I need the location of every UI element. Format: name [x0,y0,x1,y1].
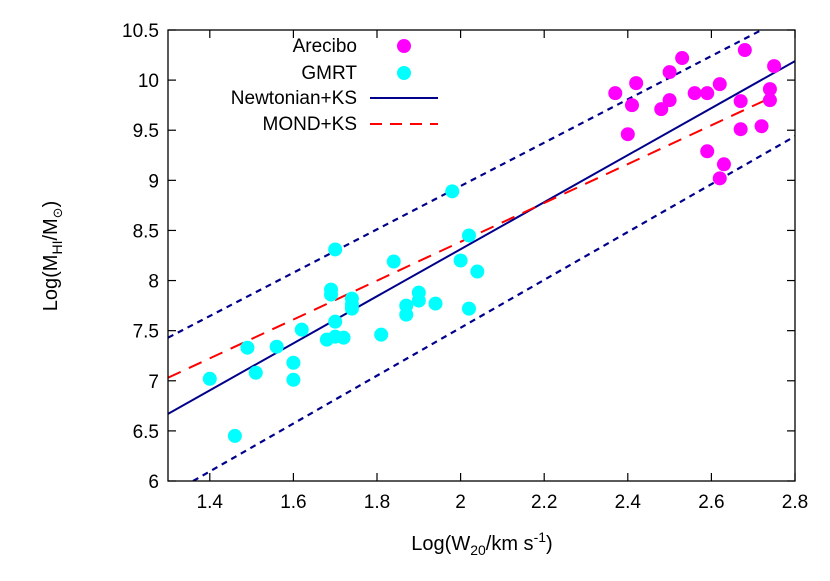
data-point-arecibo [687,86,702,101]
y-tick-label: 8 [148,272,159,293]
x-tick-label: 2 [455,492,466,513]
legend-label-mond: MOND+KS [263,114,358,135]
y-tick-label: 9.5 [133,121,159,142]
y-tick-label: 10 [138,71,159,92]
data-point-arecibo [654,102,669,117]
data-point-arecibo [712,171,727,186]
data-point-gmrt [344,297,359,312]
legend-label-arecibo: Arecibo [293,36,357,57]
data-point-gmrt [399,298,414,313]
data-point-gmrt [328,314,343,329]
data-point-arecibo [700,86,715,101]
x-tick-label: 2.6 [698,492,724,513]
data-point-gmrt [286,372,301,387]
x-axis-title-sup: -1 [534,529,547,545]
data-point-gmrt [428,296,443,311]
x-axis-title-prefix: Log(W [411,533,470,555]
y-tick-label: 6 [148,472,159,493]
y-axis-title-prefix: Log(M [40,255,62,312]
x-tick-label: 1.8 [364,492,390,513]
data-point-arecibo [662,65,677,80]
data-point-arecibo [716,157,731,172]
y-tick-label: 8.5 [133,221,159,242]
data-point-gmrt [227,428,242,443]
data-point-gmrt [248,365,263,380]
data-point-arecibo [737,43,752,58]
legend-label-gmrt: GMRT [301,63,357,84]
legend-label-newtonian: Newtonian+KS [231,88,357,109]
data-point-gmrt [374,327,389,342]
plot-frame [167,29,796,482]
scatter-band-line [168,30,763,339]
y-tick-label: 10.5 [122,21,159,42]
y-axis-title-suffix: ) [40,201,62,208]
x-tick-label: 2.4 [615,492,642,513]
data-point-gmrt [286,355,301,370]
data-point-arecibo [662,93,677,108]
data-point-gmrt [269,339,284,354]
legend-marker-arecibo [397,39,411,53]
x-tick-label: 1.4 [197,492,224,513]
x-axis-title: Log(W20/km s-1) [411,529,552,558]
x-tick-label: 1.6 [280,492,306,513]
data-point-arecibo [629,76,644,91]
series-line-newtonian-ks [168,60,795,415]
tick-layer: 1.4 1.6 1.8 2 2.2 2.4 2.6 2.8 6 6.5 7 7.5 8 8.5 9 9.5 10… [122,21,808,513]
data-point-gmrt [294,322,309,337]
data-point-arecibo [762,82,777,97]
data-point-gmrt [324,282,339,297]
data-point-arecibo [712,77,727,92]
data-point-arecibo [762,93,777,108]
data-point-arecibo [754,119,769,134]
data-point-arecibo [675,51,690,66]
scatter-band-line [192,135,795,481]
data-point-arecibo [624,98,639,113]
data-point-arecibo [620,127,635,142]
x-axis-title-mid: /km s [486,533,534,555]
data-point-gmrt [411,293,426,308]
y-tick-label: 7.5 [133,322,159,343]
x-axis-title-suffix: ) [546,533,553,555]
data-point-gmrt [461,301,476,316]
y-tick-label: 6.5 [133,422,159,443]
y-axis-title-mid: /M [40,218,62,240]
series-layer [168,30,795,481]
y-axis-title-sub: HI [49,241,65,255]
y-axis-title: Log(MHI/M⊙) [40,201,65,312]
legend-marker-gmrt [397,66,411,80]
data-point-arecibo [767,59,782,74]
data-point-gmrt [202,371,217,386]
data-point-gmrt [470,264,485,279]
y-tick-label: 9 [148,171,159,192]
data-point-gmrt [453,253,468,268]
data-point-arecibo [733,122,748,137]
data-point-arecibo [608,86,623,101]
data-point-gmrt [445,184,460,199]
y-tick-label: 7 [148,372,159,393]
data-point-gmrt [386,254,401,269]
data-point-gmrt [328,242,343,257]
y-axis-title-sub2: ⊙ [50,207,65,218]
x-axis-title-sub: 20 [470,542,486,558]
data-point-gmrt [461,228,476,243]
legend: Arecibo GMRT Newtonian+KS MOND+KS [231,36,438,135]
data-point-arecibo [700,144,715,159]
x-tick-label: 2.2 [531,492,557,513]
x-tick-label: 2.8 [782,492,808,513]
data-point-gmrt [240,340,255,355]
data-point-arecibo [733,94,748,109]
data-point-gmrt [336,330,351,345]
